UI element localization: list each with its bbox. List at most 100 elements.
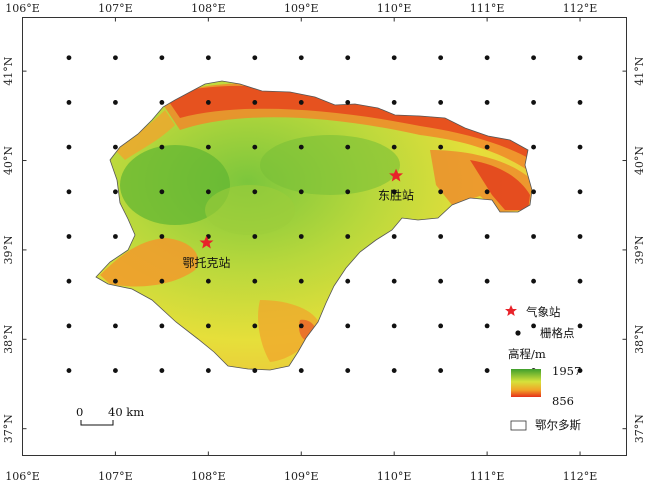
x-tick-label: 108°E <box>191 2 226 15</box>
grid-point <box>345 100 351 105</box>
grid-point <box>66 278 72 284</box>
station-marker <box>199 235 214 249</box>
grid-point <box>252 189 258 195</box>
grid-point <box>484 100 490 105</box>
grid-point <box>66 100 72 105</box>
grid-point <box>66 234 72 239</box>
grid-point <box>298 323 304 329</box>
grid-point <box>113 278 118 284</box>
grid-point <box>159 234 165 239</box>
grid-point <box>391 323 397 329</box>
grid-point <box>66 144 72 150</box>
grid-point <box>577 144 583 150</box>
grid-point <box>159 368 165 373</box>
legend: 气象站 栅格点 高程/m 1957 856 鄂尔多斯 <box>505 305 581 432</box>
grid-point <box>345 189 351 195</box>
grid-point <box>252 100 258 105</box>
grid-point <box>298 189 304 195</box>
grid-point <box>252 278 258 284</box>
grid-point <box>298 100 304 105</box>
grid-point <box>113 55 118 61</box>
station-label: 鄂托克站 <box>182 256 230 270</box>
grid-point <box>531 55 536 61</box>
grid-point <box>205 189 211 195</box>
x-tick-label: 112°E <box>563 470 598 482</box>
y-tick-label: 41°N <box>633 56 646 85</box>
grid-point <box>391 189 397 195</box>
legend-grid-label: 栅格点 <box>540 326 575 340</box>
x-tick-label: 107°E <box>98 2 133 15</box>
stations-layer: 鄂托克站 东胜站 <box>182 168 414 270</box>
grid-point <box>484 234 490 239</box>
grid-point <box>66 55 72 61</box>
grid-point <box>113 368 118 373</box>
grid-point <box>205 55 211 61</box>
grid-point <box>205 100 211 105</box>
grid-point <box>438 278 444 284</box>
grid-point <box>438 189 444 195</box>
station-legend-star <box>505 305 517 316</box>
y-tick-label: 40°N <box>2 146 15 175</box>
legend-elevation-title: 高程/m <box>508 347 546 361</box>
x-tick-label: 110°E <box>377 470 412 482</box>
legend-region-label: 鄂尔多斯 <box>535 418 581 432</box>
grid-point <box>159 189 165 195</box>
grid-point <box>159 100 165 105</box>
x-tick-label: 109°E <box>284 470 319 482</box>
grid-point <box>391 234 397 239</box>
station-marker <box>389 168 404 182</box>
grid-point <box>298 278 304 284</box>
grid-point <box>159 144 165 150</box>
region-legend-box <box>510 420 527 431</box>
grid-point <box>252 368 258 373</box>
y-tick-label: 39°N <box>633 235 646 264</box>
x-tick-label: 111°E <box>470 470 505 482</box>
grid-point <box>531 234 536 239</box>
grid-point <box>345 55 351 61</box>
grid-point <box>252 55 258 61</box>
grid-point <box>252 323 258 329</box>
x-tick-label: 112°E <box>563 2 598 15</box>
grid-point <box>484 323 490 329</box>
grid-point <box>531 278 536 284</box>
x-tick-label: 109°E <box>284 2 319 15</box>
grid-point <box>531 189 536 195</box>
grid-point <box>577 368 583 373</box>
grid-point <box>159 323 165 329</box>
grid-point <box>66 368 72 373</box>
grid-point <box>298 144 304 150</box>
grid-point <box>577 278 583 284</box>
grid-point <box>577 100 583 105</box>
grid-point <box>113 189 118 195</box>
y-tick-label: 37°N <box>633 414 646 443</box>
x-tick-label: 107°E <box>98 470 133 482</box>
grid-point <box>113 234 118 239</box>
legend-elevation-max: 1957 <box>552 364 581 378</box>
x-tick-label: 110°E <box>377 2 412 15</box>
grid-point <box>205 278 211 284</box>
grid-point <box>252 234 258 239</box>
grid-point <box>438 368 444 373</box>
grid-point <box>484 55 490 61</box>
grid-point <box>438 55 444 61</box>
y-tick-label: 37°N <box>2 414 15 443</box>
grid-point <box>391 278 397 284</box>
grid-point <box>298 368 304 373</box>
grid-point-legend-dot <box>515 330 521 336</box>
legend-elevation-min: 856 <box>552 394 574 408</box>
grid-point <box>438 323 444 329</box>
grid-point <box>113 100 118 105</box>
grid-point <box>438 234 444 239</box>
grid-point <box>391 55 397 61</box>
grid-point <box>391 368 397 373</box>
grid-point <box>345 278 351 284</box>
grid-point <box>205 144 211 150</box>
grid-point <box>577 189 583 195</box>
x-tick-label: 108°E <box>191 470 226 482</box>
x-tick-label: 106°E <box>5 2 40 15</box>
scale-zero-label: 0 <box>76 405 83 419</box>
grid-point <box>298 55 304 61</box>
grid-point <box>484 368 490 373</box>
grid-point <box>345 323 351 329</box>
